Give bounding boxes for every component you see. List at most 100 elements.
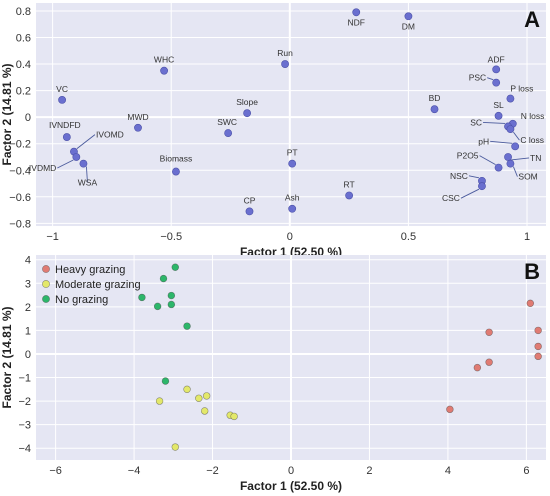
- panel-a: −1 −0.5 0 0.5 1 0.8 0.6 0.4 0.2 0 −0.2 −0.4 −0.6 −0.8…: [0, 3, 546, 259]
- panel-a-marker: [134, 123, 142, 132]
- panel-b-y-tick-label: 1: [25, 325, 31, 337]
- panel-b-point: [153, 302, 162, 311]
- panel-a-point-label: DM: [402, 21, 415, 31]
- panel-a-marker: [58, 95, 66, 104]
- panel-a-label-arrow: [460, 188, 480, 199]
- panel-a-point-label: SL: [493, 100, 504, 110]
- panel-a-marker: [352, 8, 361, 17]
- panel-a-marker: [511, 142, 520, 151]
- panel-a-point-label: WSA: [78, 178, 98, 188]
- panel-b-point: [171, 443, 179, 451]
- panel-a-point-swc: SWC: [217, 117, 237, 137]
- panel-a-marker: [62, 133, 71, 141]
- panel-a-point-bd: BD: [429, 93, 441, 114]
- panel-a-marker: [506, 125, 515, 134]
- panel-a-point-label: IVNDFD: [49, 120, 81, 130]
- panel-b-y-tick-label: 0: [25, 349, 31, 361]
- legend-item-moderate-grazing: Moderate grazing: [42, 279, 141, 291]
- panel-a-label-arrow: [479, 155, 496, 165]
- panel-a-point-label: NDF: [347, 17, 364, 27]
- panel-b-point: [230, 412, 238, 421]
- panel-a-label-arrow: [468, 175, 480, 179]
- panel-a-label-arrow: [85, 166, 88, 183]
- panel-a-point-biomass: Biomass: [160, 154, 192, 176]
- panel-a-point-label: Run: [277, 48, 293, 58]
- panel-a-marker: [504, 153, 512, 161]
- panel-b-x-axis-title: Factor 1 (52.50 %): [240, 479, 342, 493]
- panel-b: −6 −4 −2 0 2 4 6 4 3 2 1 0 −1 −2 −3 −4 Heavy grazing Mod…: [0, 255, 546, 493]
- panel-a-point-label: IVOMD: [96, 130, 124, 140]
- panel-b-point: [534, 326, 542, 335]
- panel-a-marker: [281, 60, 289, 68]
- panel-a-point-tn: TN: [504, 153, 541, 163]
- panel-a-x-tick-label: 1: [524, 231, 530, 243]
- panel-a-y-tick-label: −0.2: [9, 139, 31, 151]
- panel-a-label-arrow: [513, 131, 520, 141]
- panel-a-label-arrow: [510, 157, 530, 161]
- panel-b-x-tick-label: −6: [49, 465, 62, 477]
- panel-a-marker: [288, 159, 297, 168]
- legend-label: Heavy grazing: [55, 264, 125, 276]
- panel-b-x-tick-label: 4: [445, 465, 451, 477]
- panel-b-point: [534, 342, 542, 351]
- legend-swatch: [42, 265, 50, 273]
- panel-a-x-tick-label: 0.5: [401, 231, 416, 243]
- panel-a-point-whc: WHC: [154, 55, 174, 75]
- panel-a-marker: [494, 111, 503, 120]
- panel-a-point-label: WHC: [154, 55, 174, 65]
- panel-a-marker: [478, 182, 486, 191]
- panel-b-y-tick-label: −2: [18, 396, 31, 408]
- panel-a-point-label: TN: [530, 153, 541, 163]
- panel-a-y-tick-label: 0.6: [16, 33, 31, 45]
- panel-a-point-ash: Ash: [285, 193, 300, 213]
- panel-a-point-ph: pH: [478, 136, 520, 151]
- panel-a-marker: [506, 94, 515, 103]
- panel-b-x-tick-label: 6: [523, 465, 529, 477]
- panel-b-point: [473, 363, 482, 372]
- panel-a-plot-area: [36, 3, 546, 226]
- panel-a-point-label: BD: [429, 93, 441, 103]
- panel-b-point: [200, 407, 209, 415]
- panel-b-y-tick-label: −4: [18, 443, 31, 455]
- panel-a-point-ndf: NDF: [347, 8, 365, 27]
- panel-a-marker: [224, 129, 233, 137]
- panel-b-y-tick-label: 3: [25, 278, 31, 290]
- panel-a-point-label: N loss: [521, 111, 545, 121]
- panel-a-point-adf: ADF: [488, 54, 505, 74]
- panel-a-y-tick-label: 0.8: [16, 6, 31, 18]
- panel-a-ticks: −1 −0.5 0 0.5 1 0.8 0.6 0.4 0.2 0 −0.2 −0.4 −0.6 −0.8: [9, 6, 530, 243]
- panel-a-point-ivndfd: IVNDFD: [49, 120, 81, 141]
- panel-a-y-tick-label: 0.4: [16, 59, 31, 71]
- panel-b-x-tick-label: 0: [288, 465, 294, 477]
- panel-a-point-label: IVDMD: [29, 163, 56, 173]
- panel-a-point-rt: RT: [344, 179, 355, 200]
- panel-b-point: [485, 328, 493, 336]
- panel-b-y-axis-title: Factor 2 (14.81 %): [0, 306, 14, 408]
- panel-b-point: [138, 293, 146, 302]
- legend-label: No grazing: [55, 294, 108, 306]
- panel-a-marker: [345, 191, 354, 200]
- panel-a-point-label: P loss: [510, 84, 533, 94]
- legend-item-no-grazing: No grazing: [42, 294, 108, 306]
- panel-b-point: [171, 263, 179, 271]
- panel-a-point-label: PT: [287, 148, 298, 158]
- panel-a-marker: [506, 159, 515, 168]
- panel-a-label-arrow: [57, 159, 74, 169]
- panel-b-point: [167, 300, 176, 309]
- panel-b-x-tick-label: 2: [366, 465, 372, 477]
- panel-a-grid: [36, 3, 546, 226]
- panel-a-point-c-loss: C loss: [506, 125, 544, 145]
- panel-a-point-psc: PSC: [469, 73, 501, 87]
- panel-a-point-label: SC: [470, 117, 482, 127]
- panel-a-point-cp: CP: [244, 195, 256, 216]
- panel-a-marker: [492, 78, 501, 87]
- panel-a-marker: [288, 204, 297, 213]
- panel-a-point-wsa: WSA: [78, 159, 98, 188]
- panel-b-point: [183, 385, 191, 394]
- panel-a-marker: [492, 65, 501, 74]
- panel-a-point-som: SOM: [506, 159, 538, 182]
- panel-b-legend: Heavy grazing Moderate grazing No grazing: [42, 264, 141, 306]
- panel-a-point-label: Slope: [236, 97, 258, 107]
